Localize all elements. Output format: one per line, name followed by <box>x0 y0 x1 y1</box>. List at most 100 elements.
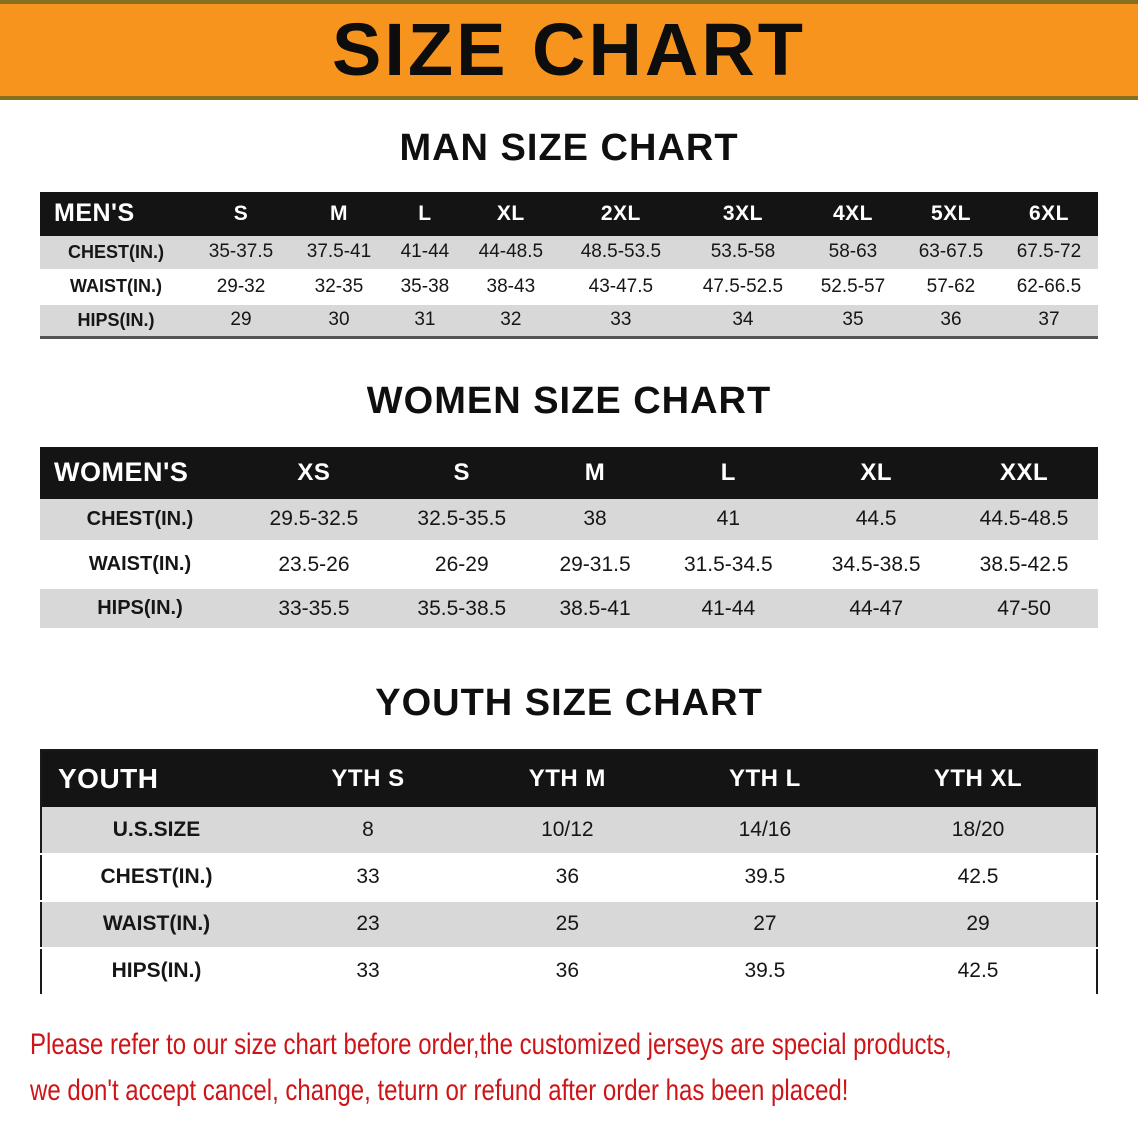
size-value-cell: 32.5-35.5 <box>417 507 507 531</box>
size-header-cell: YTH XL <box>933 764 1023 792</box>
size-header-cell: S <box>233 201 249 225</box>
size-value-cell: 36 <box>555 865 580 889</box>
size-value-cell: 31 <box>414 309 436 331</box>
men-size-chart-heading: MAN SIZE CHART <box>399 127 739 169</box>
size-value-cell: 33-35.5 <box>278 596 350 620</box>
size-value-cell: 10/12 <box>541 817 594 841</box>
size-value-cell: 33 <box>356 959 380 983</box>
size-value-cell: 58-63 <box>828 241 878 263</box>
banner-title: SIZE CHART <box>332 8 806 91</box>
size-value-cell: 41-44 <box>701 596 756 620</box>
size-header-cell: YTH L <box>728 764 801 792</box>
size-value-cell: 38.5-42.5 <box>979 552 1069 576</box>
size-value-cell: 42.5 <box>957 865 999 889</box>
size-value-cell: 38 <box>583 507 607 531</box>
size-header-cell: XL <box>496 201 525 225</box>
measurement-label: HIPS(IN.) <box>77 309 155 330</box>
size-value-cell: 67.5-72 <box>1016 241 1082 263</box>
size-value-cell: 47-50 <box>997 596 1051 620</box>
size-header-cell: XXL <box>999 458 1049 486</box>
size-chart-banner: SIZE CHART <box>0 0 1138 100</box>
size-value-cell: 37.5-41 <box>306 241 372 263</box>
mens-hips-row: HIPS(IN.) 29 30 31 32 33 34 35 36 37 <box>40 303 1098 338</box>
measurement-label: HIPS(IN.) <box>111 959 202 983</box>
youth-hips-row: HIPS(IN.) 33 36 39.5 42.5 <box>41 947 1097 995</box>
size-header-cell: YTH M <box>528 764 606 792</box>
size-value-cell: 36 <box>555 959 580 983</box>
size-value-cell: 34.5-38.5 <box>831 552 921 576</box>
size-value-cell: 44.5-48.5 <box>979 507 1069 531</box>
size-header-cell: M <box>584 458 606 486</box>
measurement-label: WAIST(IN.) <box>102 912 211 936</box>
disclaimer-note: Please refer to our size chart before or… <box>30 1022 1130 1115</box>
size-value-cell: 33 <box>356 865 380 889</box>
womens-size-table: WOMEN'S XS S M L XL XXL CHEST(IN.) 29.5-… <box>40 446 1098 634</box>
size-value-cell: 41 <box>716 507 740 531</box>
size-header-cell: S <box>453 458 471 486</box>
size-header-cell: 5XL <box>930 201 971 225</box>
mens-chest-row: CHEST(IN.) 35-37.5 37.5-41 41-44 44-48.5… <box>40 235 1098 270</box>
size-value-cell: 41-44 <box>400 241 450 263</box>
size-value-cell: 48.5-53.5 <box>580 241 662 263</box>
measurement-label: WAIST(IN.) <box>88 553 192 576</box>
size-value-cell: 23.5-26 <box>278 552 350 576</box>
size-value-cell: 35 <box>842 309 864 331</box>
womens-hips-row: HIPS(IN.) 33-35.5 35.5-38.5 38.5-41 41-4… <box>40 586 1098 631</box>
size-value-cell: 23 <box>356 912 380 936</box>
size-value-cell: 29 <box>230 309 252 331</box>
size-value-cell: 38.5-41 <box>559 596 631 620</box>
size-value-cell: 44-47 <box>849 596 904 620</box>
size-header-cell: 3XL <box>722 201 763 225</box>
mens-header-row: MEN'S S M L XL 2XL 3XL 4XL 5XL 6XL <box>40 191 1098 236</box>
size-header-cell: 2XL <box>600 201 641 225</box>
mens-size-table: MEN'S S M L XL 2XL 3XL 4XL 5XL 6XL CHEST… <box>40 191 1098 340</box>
size-header-cell: XL <box>860 458 893 486</box>
youth-ussize-row: U.S.SIZE 8 10/12 14/16 18/20 <box>41 806 1097 854</box>
size-value-cell: 29-32 <box>216 275 266 297</box>
youth-waist-row: WAIST(IN.) 23 25 27 29 <box>41 900 1097 948</box>
size-value-cell: 31.5-34.5 <box>683 552 773 576</box>
measurement-label: CHEST(IN.) <box>100 865 213 889</box>
size-value-cell: 36 <box>940 309 962 331</box>
size-value-cell: 35-38 <box>400 275 450 297</box>
size-header-cell: L <box>720 458 736 486</box>
womens-header-row: WOMEN'S XS S M L XL XXL <box>40 446 1098 499</box>
women-size-chart-heading: WOMEN SIZE CHART <box>366 380 772 423</box>
measurement-label: CHEST(IN.) <box>68 241 164 262</box>
size-value-cell: 26-29 <box>434 552 489 576</box>
size-header-cell: M <box>329 201 348 225</box>
womens-waist-row: WAIST(IN.) 23.5-26 26-29 29-31.5 31.5-34… <box>40 542 1098 587</box>
size-value-cell: 37 <box>1038 309 1060 331</box>
youth-size-table: YOUTH YTH S YTH M YTH L YTH XL U.S.SIZE … <box>40 748 1098 996</box>
size-value-cell: 30 <box>328 309 350 331</box>
size-header-cell: XS <box>297 458 331 486</box>
size-value-cell: 38-43 <box>486 275 536 297</box>
size-value-cell: 18/20 <box>951 817 1005 841</box>
womens-chest-row: CHEST(IN.) 29.5-32.5 32.5-35.5 38 41 44.… <box>40 498 1098 543</box>
size-value-cell: 29-31.5 <box>559 552 631 576</box>
size-header-cell: 4XL <box>832 201 873 225</box>
size-value-cell: 35-37.5 <box>208 241 274 263</box>
size-value-cell: 32-35 <box>314 275 364 297</box>
mens-waist-row: WAIST(IN.) 29-32 32-35 35-38 38-43 43-47… <box>40 269 1098 304</box>
youth-chest-row: CHEST(IN.) 33 36 39.5 42.5 <box>41 853 1097 901</box>
size-value-cell: 42.5 <box>957 959 999 983</box>
size-header-cell: YTH S <box>331 764 405 792</box>
size-value-cell: 47.5-52.5 <box>702 275 784 297</box>
size-value-cell: 29 <box>966 912 990 936</box>
size-value-cell: 27 <box>753 912 777 936</box>
womens-table-label: WOMEN'S <box>54 457 189 488</box>
measurement-label: HIPS(IN.) <box>97 597 183 620</box>
youth-header-row: YOUTH YTH S YTH M YTH L YTH XL <box>41 749 1097 807</box>
mens-table-label: MEN'S <box>54 199 135 228</box>
size-value-cell: 39.5 <box>744 959 786 983</box>
size-value-cell: 62-66.5 <box>1016 275 1082 297</box>
measurement-label: CHEST(IN.) <box>86 507 194 530</box>
size-value-cell: 39.5 <box>744 865 786 889</box>
size-value-cell: 32 <box>500 309 522 331</box>
size-value-cell: 52.5-57 <box>820 275 886 297</box>
size-value-cell: 33 <box>610 309 632 331</box>
size-value-cell: 35.5-38.5 <box>417 596 507 620</box>
size-value-cell: 14/16 <box>738 817 792 841</box>
